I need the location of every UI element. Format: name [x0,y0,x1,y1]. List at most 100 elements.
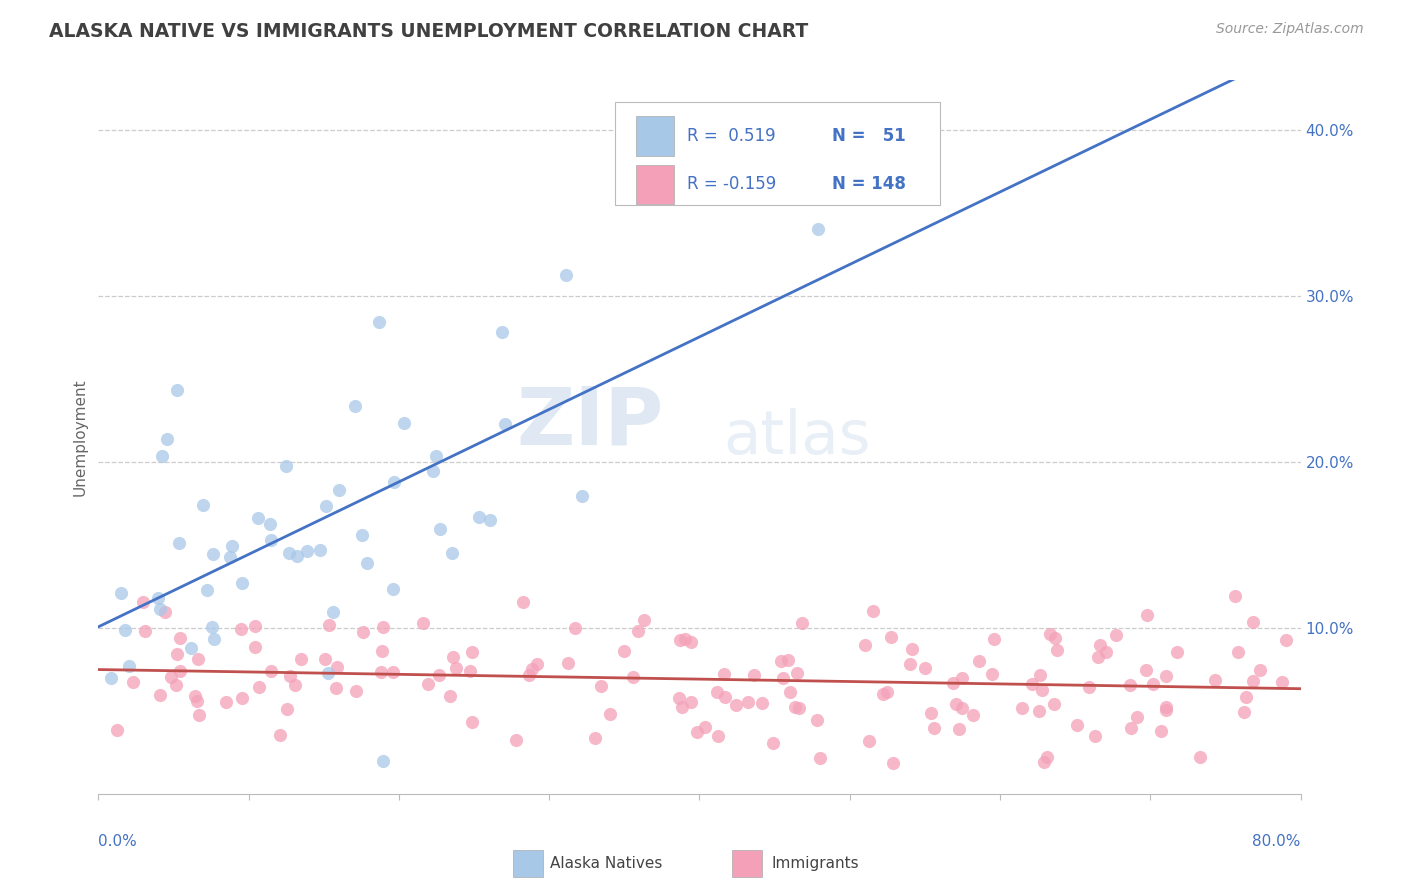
Point [882,756,904,771]
FancyBboxPatch shape [636,165,675,204]
Text: Immigrants: Immigrants [772,856,859,871]
Point [1249,663,1271,677]
Point [1087,649,1109,664]
Point [505,733,527,747]
Point [1241,673,1264,688]
Point [491,325,513,339]
Point [1136,608,1159,623]
Point [564,621,586,635]
Point [1154,703,1177,717]
Point [295,543,318,558]
Point [1234,690,1257,704]
FancyBboxPatch shape [733,850,762,878]
Point [792,615,814,630]
Point [942,676,965,690]
Point [260,533,283,547]
Point [591,679,613,693]
Point [186,694,208,708]
Point [583,731,606,745]
Point [328,483,350,497]
Point [914,661,936,675]
Point [1046,643,1069,657]
Point [344,684,367,698]
Point [146,591,169,606]
Point [599,707,621,722]
Point [779,685,801,699]
Point [950,701,973,715]
Point [621,670,644,684]
Point [786,665,808,680]
Point [613,644,636,658]
Point [370,644,392,658]
Point [681,635,703,649]
Point [326,660,349,674]
Point [526,657,548,672]
Point [1226,645,1249,659]
Point [441,649,464,664]
Point [807,222,830,236]
Point [1011,700,1033,714]
Point [105,723,128,738]
Point [370,665,392,679]
Point [382,475,405,489]
Point [325,681,347,696]
Point [770,654,793,668]
Point [149,602,172,616]
Point [458,664,481,678]
Point [858,733,880,747]
Point [352,528,374,542]
Point [195,582,218,597]
Point [922,721,945,735]
Text: N = 148: N = 148 [832,175,905,194]
Point [114,623,136,637]
Text: ZIP: ZIP [516,384,664,462]
Point [668,633,690,648]
Point [460,715,482,730]
Point [707,729,730,743]
Point [201,620,224,634]
Point [1126,710,1149,724]
FancyBboxPatch shape [513,850,543,878]
FancyBboxPatch shape [636,117,675,156]
Point [952,671,974,685]
Point [381,582,404,596]
Point [110,586,132,600]
Point [259,517,281,532]
Point [1077,680,1099,694]
Point [1066,717,1088,731]
Point [180,640,202,655]
Point [243,619,266,633]
Point [686,725,709,739]
Point [808,751,831,765]
Point [343,399,366,413]
Point [876,685,898,699]
Point [1135,663,1157,677]
Point [165,678,187,692]
Point [100,671,122,685]
Point [713,667,735,681]
Point [1275,633,1298,648]
Point [246,511,269,525]
Point [166,384,188,398]
Point [285,549,308,563]
Point [284,678,307,692]
Point [520,662,543,676]
Point [1028,668,1050,682]
Point [494,417,516,432]
Point [276,702,298,716]
Point [1271,675,1294,690]
Point [446,660,468,674]
Point [751,696,773,710]
Point [201,547,224,561]
Point [967,654,990,668]
Point [278,669,301,683]
Point [118,658,141,673]
FancyBboxPatch shape [616,102,939,205]
Point [1039,627,1062,641]
Point [187,651,209,665]
Point [367,315,389,329]
Point [322,605,344,619]
Point [422,464,444,478]
Point [648,174,671,188]
Point [962,708,984,723]
